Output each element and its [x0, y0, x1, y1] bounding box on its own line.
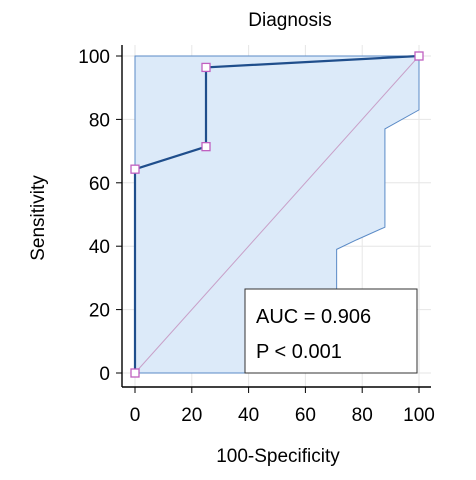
- x-tick-label-1: 20: [181, 405, 202, 426]
- auc-text: AUC = 0.906: [256, 306, 371, 328]
- x-tick-label-5: 100: [403, 405, 435, 426]
- chart-title: Diagnosis: [248, 10, 331, 31]
- reference-diagonal-line: [134, 55, 420, 374]
- reference-diagonal: [134, 55, 420, 374]
- y-tick-label-4: 80: [89, 110, 110, 131]
- auc-annotation-box: AUC = 0.906 P < 0.001: [244, 288, 418, 374]
- roc-point-2: [201, 142, 211, 152]
- annotation-frame: [244, 288, 418, 374]
- y-axis-title: Sensitivity: [28, 175, 49, 261]
- roc-point-1: [130, 164, 140, 174]
- x-tick-label-4: 80: [352, 405, 373, 426]
- x-tick-label-3: 60: [295, 405, 316, 426]
- x-tick-label-2: 40: [238, 405, 259, 426]
- axes: [121, 45, 431, 388]
- x-axis-title: 100-Specificity: [216, 446, 340, 467]
- y-tick-label-5: 100: [78, 47, 110, 68]
- y-tick-label-3: 60: [89, 174, 110, 195]
- roc-point-0: [130, 368, 140, 378]
- y-tick-label-2: 40: [89, 237, 110, 258]
- roc-point-3: [201, 62, 211, 73]
- x-tick-labels: 0 20 40 60 80 100: [130, 387, 435, 426]
- roc-point-4: [414, 51, 424, 61]
- p-value-text: P < 0.001: [256, 341, 342, 363]
- x-tick-label-0: 0: [130, 405, 141, 426]
- y-tick-label-1: 20: [89, 301, 110, 322]
- y-tick-label-0: 0: [99, 364, 110, 385]
- roc-curve: [130, 51, 424, 378]
- y-tick-labels: 0 20 40 60 80 100: [78, 47, 122, 385]
